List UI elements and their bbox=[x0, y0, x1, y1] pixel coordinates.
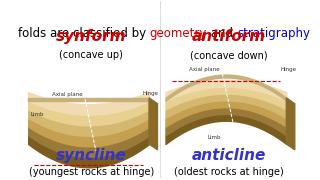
Text: synform: synform bbox=[56, 29, 127, 44]
Text: Hinge: Hinge bbox=[143, 91, 159, 96]
Text: (concave up): (concave up) bbox=[60, 50, 123, 60]
Text: (oldest rocks at hinge): (oldest rocks at hinge) bbox=[174, 167, 284, 177]
Text: anticline: anticline bbox=[191, 148, 266, 163]
Text: stratigraphy: stratigraphy bbox=[237, 27, 310, 40]
Text: (youngest rocks at hinge): (youngest rocks at hinge) bbox=[29, 167, 154, 177]
Text: geometry: geometry bbox=[150, 27, 207, 40]
Text: folds are classified by: folds are classified by bbox=[18, 27, 150, 40]
Text: Limb: Limb bbox=[31, 112, 44, 117]
Polygon shape bbox=[149, 98, 157, 150]
Text: Hinge: Hinge bbox=[280, 67, 296, 72]
Text: Axial plane: Axial plane bbox=[189, 67, 220, 72]
Text: Limb: Limb bbox=[208, 135, 221, 140]
Text: (concave down): (concave down) bbox=[190, 50, 268, 60]
Polygon shape bbox=[286, 98, 295, 150]
Text: syncline: syncline bbox=[56, 148, 127, 163]
Text: Axial plane: Axial plane bbox=[52, 93, 82, 97]
Text: and: and bbox=[207, 27, 237, 40]
Text: antiform: antiform bbox=[192, 29, 266, 44]
